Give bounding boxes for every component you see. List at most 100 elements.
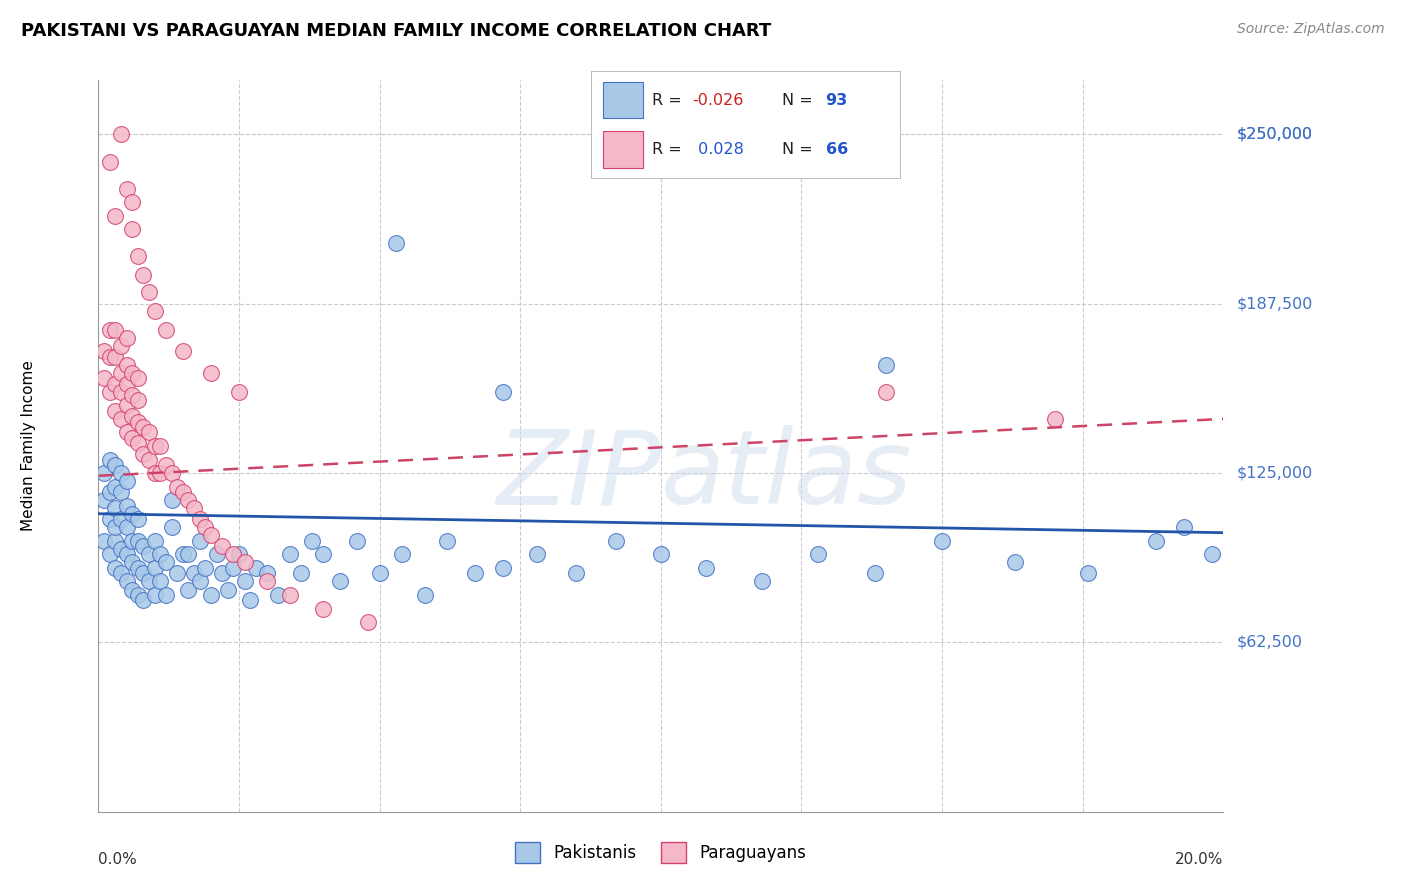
Point [93, 533, 115, 548]
Text: R =: R = [652, 93, 688, 108]
Point [115, 358, 138, 372]
Point [115, 499, 138, 513]
Point [357, 615, 380, 629]
Point [132, 447, 155, 461]
Point [565, 566, 588, 581]
Point [121, 431, 143, 445]
Point [1144, 533, 1167, 548]
Point [98, 322, 121, 336]
Point [177, 493, 200, 508]
Point [228, 547, 250, 561]
Point [149, 439, 172, 453]
Point [245, 561, 267, 575]
Text: -0.026: -0.026 [693, 93, 744, 108]
Point [194, 561, 217, 575]
Point [98, 452, 121, 467]
Point [183, 566, 205, 581]
Point [104, 404, 127, 418]
Point [222, 547, 245, 561]
Text: $125,000: $125,000 [1237, 466, 1313, 481]
Point [127, 512, 149, 526]
Point [143, 561, 166, 575]
Point [492, 561, 515, 575]
Point [149, 466, 172, 480]
Point [211, 566, 233, 581]
Point [110, 412, 132, 426]
Text: $250,000: $250,000 [1237, 127, 1313, 142]
Point [256, 574, 278, 589]
Text: 0.0%: 0.0% [98, 853, 138, 867]
Point [98, 384, 121, 399]
Point [312, 547, 335, 561]
Point [391, 547, 413, 561]
Point [115, 574, 138, 589]
Point [93, 493, 115, 508]
Point [256, 566, 278, 581]
Point [115, 181, 138, 195]
Point [239, 593, 262, 607]
Point [172, 344, 194, 359]
Point [115, 547, 138, 561]
Point [650, 547, 672, 561]
Point [121, 409, 143, 424]
Point [160, 493, 183, 508]
Text: ZIP: ZIP [496, 425, 661, 525]
Point [121, 387, 143, 401]
Point [115, 425, 138, 440]
Point [104, 376, 127, 391]
Point [110, 466, 132, 480]
Point [217, 582, 239, 597]
Point [132, 539, 155, 553]
Point [143, 439, 166, 453]
Point [121, 582, 143, 597]
Point [301, 533, 323, 548]
Text: 20.0%: 20.0% [1175, 853, 1223, 867]
Point [751, 574, 773, 589]
Point [143, 588, 166, 602]
Point [104, 533, 127, 548]
Point [132, 420, 155, 434]
Point [132, 593, 155, 607]
Point [233, 574, 256, 589]
Point [93, 344, 115, 359]
Point [160, 466, 183, 480]
Point [138, 547, 160, 561]
Text: PAKISTANI VS PARAGUAYAN MEDIAN FAMILY INCOME CORRELATION CHART: PAKISTANI VS PARAGUAYAN MEDIAN FAMILY IN… [21, 22, 772, 40]
Point [1077, 566, 1099, 581]
Point [172, 485, 194, 500]
Point [93, 371, 115, 385]
Point [413, 588, 436, 602]
Point [110, 512, 132, 526]
Point [211, 539, 233, 553]
Point [155, 556, 177, 570]
Point [931, 533, 953, 548]
Point [110, 541, 132, 556]
Point [121, 195, 143, 210]
Point [1201, 547, 1223, 561]
Point [188, 574, 211, 589]
Text: R =: R = [652, 142, 688, 157]
Point [290, 566, 312, 581]
Point [1043, 412, 1066, 426]
Point [98, 485, 121, 500]
Point [127, 415, 149, 429]
Point [98, 154, 121, 169]
Point [93, 466, 115, 480]
Point [166, 566, 188, 581]
Point [132, 566, 155, 581]
Text: N =: N = [782, 142, 818, 157]
Bar [603, 82, 643, 119]
Point [200, 528, 222, 542]
Point [177, 582, 200, 597]
Text: $187,500: $187,500 [1237, 296, 1313, 311]
Text: $250,000: $250,000 [1237, 127, 1313, 142]
Point [188, 533, 211, 548]
Point [127, 533, 149, 548]
Point [329, 574, 352, 589]
Point [605, 533, 627, 548]
Point [143, 466, 166, 480]
Point [104, 322, 127, 336]
Point [110, 128, 132, 142]
Point [233, 556, 256, 570]
Point [526, 547, 548, 561]
